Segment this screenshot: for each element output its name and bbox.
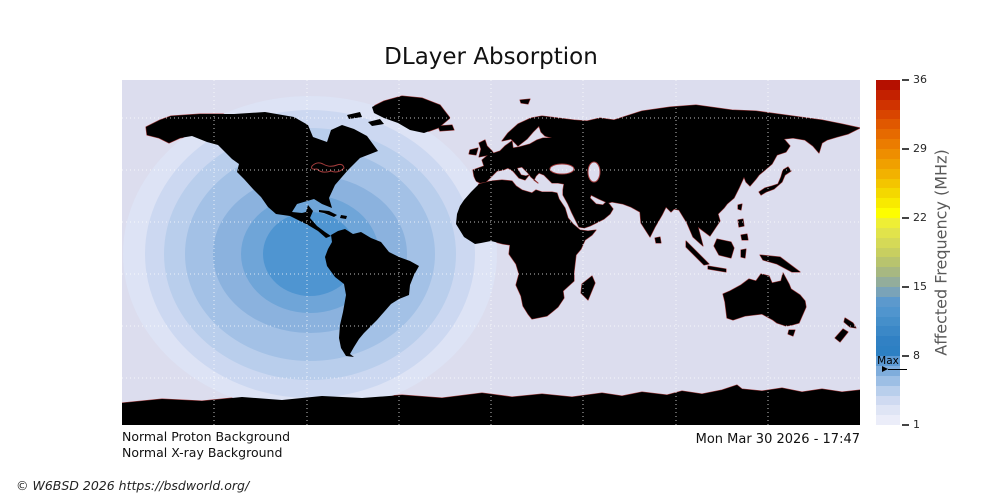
- absorption-contour: [263, 212, 357, 296]
- max-marker-label: Max: [877, 355, 899, 367]
- colorbar-segment: [876, 247, 900, 258]
- colorbar-segment: [876, 178, 900, 189]
- colorbar-segment: [876, 80, 900, 90]
- colorbar-segment: [876, 287, 900, 297]
- tick-mark: [902, 217, 909, 219]
- tick-label: 1: [913, 418, 920, 432]
- colorbar-segment: [876, 336, 900, 347]
- colorbar-segment: [876, 415, 900, 426]
- colorbar-segment: [876, 188, 900, 199]
- tick-mark: [902, 355, 909, 357]
- map-canvas: [122, 80, 860, 425]
- colorbar-segment: [876, 109, 900, 120]
- colorbar-segment: [876, 405, 900, 416]
- colorbar-segment: [876, 119, 900, 130]
- colorbar-segment: [876, 326, 900, 337]
- colorbar-segment: [876, 99, 900, 110]
- tick-label: 8: [913, 349, 920, 363]
- tick-mark: [902, 424, 909, 426]
- max-marker: Max: [876, 355, 907, 372]
- colorbar-segment: [876, 277, 900, 288]
- colorbar-segment: [876, 149, 900, 159]
- black-sea: [549, 163, 575, 175]
- proton-status: Normal Proton Background: [122, 429, 291, 444]
- colorbar-segment: [876, 139, 900, 150]
- colorbar-segment: [876, 89, 900, 100]
- world-map: [122, 80, 860, 425]
- colorbar-segment: [876, 346, 900, 357]
- colorbar-segment: [876, 158, 900, 169]
- tick-label: 29: [913, 142, 927, 156]
- colorbar-axis-label-wrap: Affected Frequency (MHz): [924, 80, 958, 425]
- timestamp: Mon Mar 30 2026 - 17:47: [695, 432, 860, 447]
- tick-label: 22: [913, 211, 927, 225]
- great-lakes: [311, 162, 345, 173]
- colorbar-segment: [876, 375, 900, 386]
- tick-mark: [902, 79, 909, 81]
- colorbar-segment: [876, 237, 900, 248]
- colorbar-axis-label: Affected Frequency (MHz): [931, 149, 951, 356]
- tick-label: 36: [913, 73, 927, 87]
- colorbar-segment: [876, 267, 900, 278]
- colorbar-segment: [876, 129, 900, 140]
- colorbar-segment: [876, 385, 900, 396]
- copyright-footer: © W6BSD 2026 https://bsdworld.org/: [16, 478, 250, 493]
- colorbar-ticks: 36 29 22 15 8 1: [900, 73, 940, 431]
- tick-mark: [902, 148, 909, 150]
- page-title: DLayer Absorption: [384, 44, 598, 70]
- tick-label: 15: [913, 280, 927, 294]
- xray-status: Normal X-ray Background: [122, 445, 283, 460]
- colorbar-segment: [876, 306, 900, 317]
- colorbar-segment: [876, 316, 900, 327]
- colorbar-segment: [876, 198, 900, 209]
- graticule: [122, 80, 860, 425]
- status-block: Normal Proton Background Normal X-ray Ba…: [122, 429, 290, 461]
- colorbar-segment: [876, 168, 900, 179]
- tick-mark: [902, 286, 909, 288]
- colorbar-segment: [876, 395, 900, 406]
- colorbar-segment: [876, 296, 900, 307]
- caspian-sea: [587, 161, 601, 183]
- colorbar-segment: [876, 257, 900, 268]
- absorption-blob: [123, 96, 497, 412]
- colorbar-segment: [876, 227, 900, 238]
- colorbar-segment: [876, 208, 900, 219]
- colorbar-segment: [876, 365, 900, 376]
- colorbar-gradient: [876, 80, 900, 426]
- colorbar-segment: [876, 356, 900, 366]
- colorbar-segment: [876, 218, 900, 228]
